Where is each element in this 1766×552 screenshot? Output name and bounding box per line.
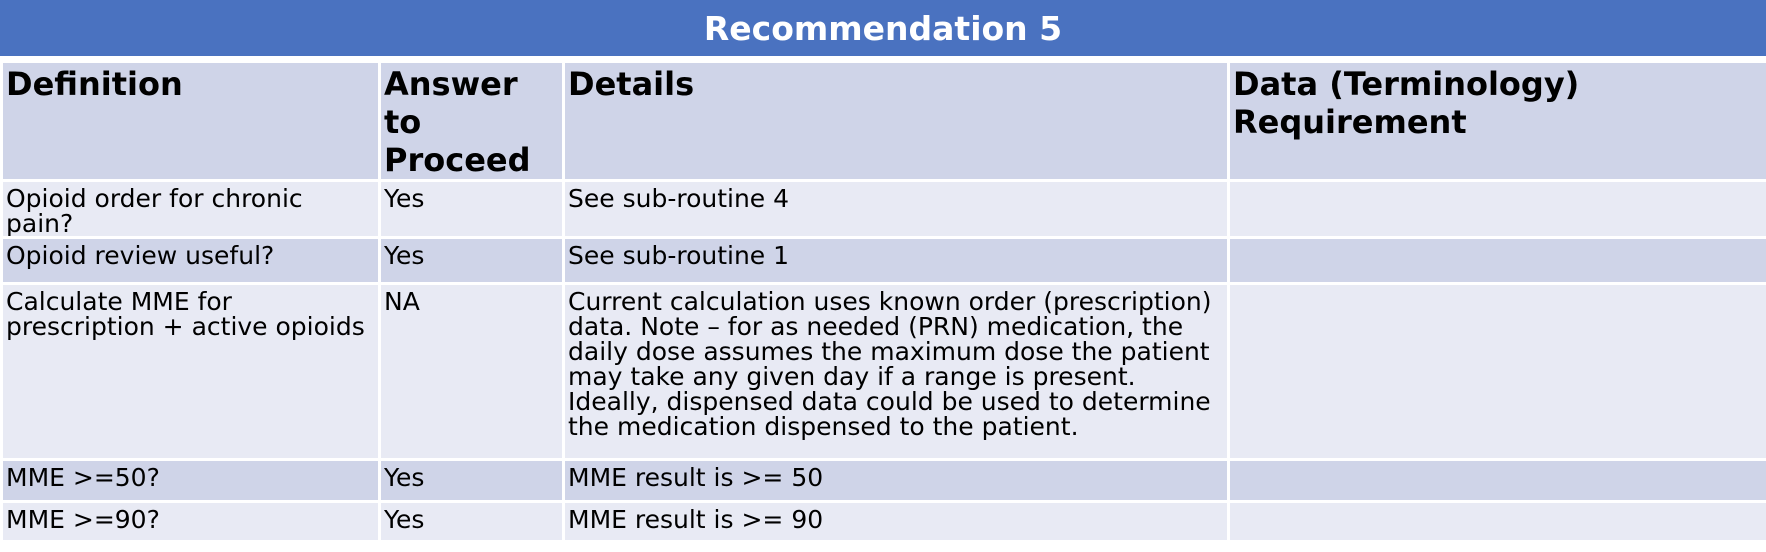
definition-cell: Opioid review useful? (0, 236, 381, 285)
table-title: Recommendation 5 (0, 0, 1766, 56)
definition-cell: Opioid order for chronic pain? (0, 179, 381, 239)
details-cell: MME result is >= 50 (562, 458, 1230, 503)
requirement-cell (1227, 458, 1766, 503)
table-row: Opioid review useful? Yes See sub-routine … (0, 236, 1766, 285)
details-cell: See sub-routine 4 (562, 179, 1230, 239)
recommendation-table: Definition Answer to Proceed Details Data (… (0, 60, 1766, 543)
details-cell: See sub-routine 1 (562, 236, 1230, 285)
definition-cell: Calculate MME for prescription + active … (0, 282, 381, 461)
column-header: Definition (0, 60, 381, 182)
column-header: Details (562, 60, 1230, 182)
definition-cell: MME >=50? (0, 458, 381, 503)
answer-cell: NA (378, 282, 565, 461)
column-header: Data (Terminology) Requirement (1227, 60, 1766, 182)
table-body: Opioid order for chronic pain? Yes See sub… (0, 179, 1766, 543)
table-row: MME >=90? Yes MME result is >= 90 (0, 500, 1766, 543)
answer-cell: Yes (378, 500, 565, 543)
table-row: Calculate MME for prescription + active … (0, 282, 1766, 461)
requirement-cell (1227, 236, 1766, 285)
details-cell: Current calculation uses known order (pr… (562, 282, 1230, 461)
answer-cell: Yes (378, 179, 565, 239)
column-header: Answer to Proceed (378, 60, 565, 182)
definition-cell: MME >=90? (0, 500, 381, 543)
requirement-cell (1227, 500, 1766, 543)
header-row: Definition Answer to Proceed Details Data (… (0, 60, 1766, 182)
table-row: Opioid order for chronic pain? Yes See sub… (0, 179, 1766, 239)
requirement-cell (1227, 282, 1766, 461)
requirement-cell (1227, 179, 1766, 239)
details-cell: MME result is >= 90 (562, 500, 1230, 543)
answer-cell: Yes (378, 458, 565, 503)
table-row: MME >=50? Yes MME result is >= 50 (0, 458, 1766, 503)
answer-cell: Yes (378, 236, 565, 285)
